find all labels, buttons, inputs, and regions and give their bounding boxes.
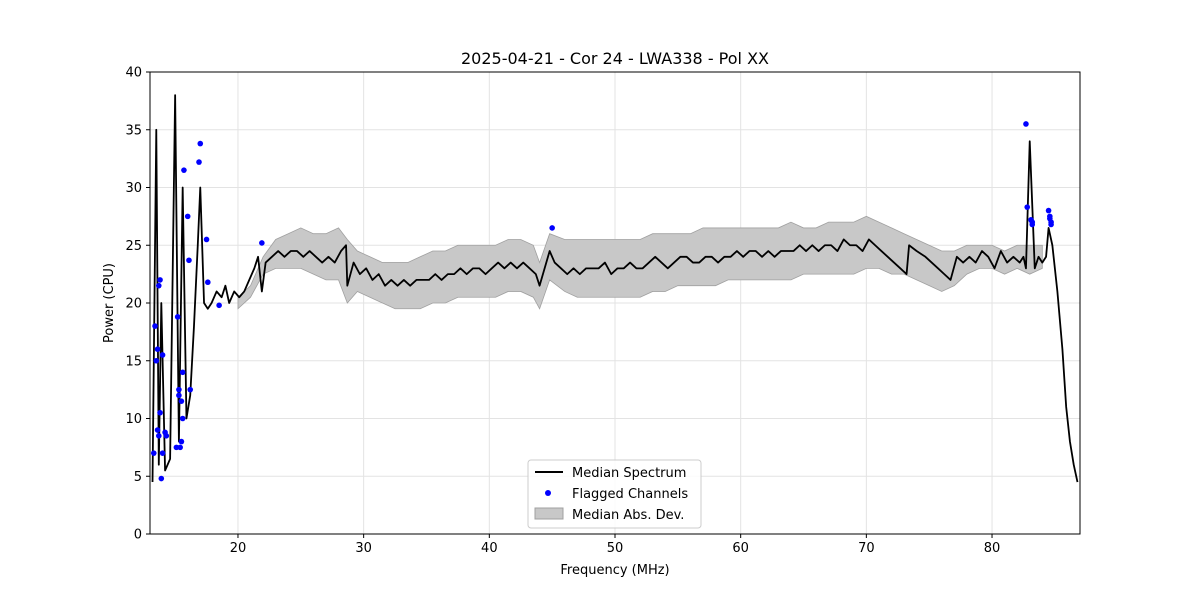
- flagged-channel-point: [176, 386, 182, 393]
- flagged-channel-point: [154, 346, 161, 353]
- flagged-channel-point: [176, 392, 182, 399]
- y-tick-label: 25: [125, 239, 142, 254]
- flagged-channel-point: [154, 427, 161, 433]
- flagged-channel-point: [1048, 221, 1054, 228]
- x-tick-label: 50: [607, 541, 624, 556]
- mad-band-area: [237, 215, 1043, 310]
- flagged-points: [150, 121, 1054, 482]
- x-tick-label: 30: [355, 541, 372, 556]
- legend-box: [527, 459, 702, 529]
- y-axis-label: Power (CPU): [102, 263, 117, 343]
- y-tick-label: 10: [125, 412, 142, 427]
- x-tick-label: 40: [481, 541, 498, 556]
- y-tick-label: 0: [134, 528, 142, 543]
- flagged-channel-point: [549, 225, 555, 231]
- flagged-channel-point: [184, 213, 191, 220]
- chart-title: 2025-04-21 - Cor 24 - LWA338 - Pol XX: [461, 49, 769, 68]
- x-axis-label: Frequency (MHz): [560, 563, 669, 578]
- median-spectrum-line: [151, 94, 1079, 483]
- flagged-channel-point: [159, 352, 166, 358]
- flagged-channel-point: [1023, 121, 1029, 127]
- y-tick-label: 5: [134, 470, 142, 485]
- legend-mad-swatch: [534, 507, 564, 520]
- legend-mad-label: Median Abs. Dev.: [572, 508, 684, 523]
- axis-ticks: 20 30 40 50 60 70 80 0 5 10 15 20 25 30 35 40: [125, 66, 1000, 557]
- median-line: [151, 94, 1079, 483]
- flagged-channel-point: [1045, 207, 1052, 214]
- y-tick-label: 15: [125, 354, 142, 369]
- legend-flagged-label: Flagged Channels: [572, 487, 688, 502]
- flagged-channel-point: [163, 433, 170, 439]
- flagged-channel-point: [181, 167, 187, 173]
- flagged-channel-point: [159, 450, 166, 456]
- flagged-channel-point: [158, 475, 165, 482]
- legend: Median Spectrum Flagged Channels Median …: [527, 459, 702, 529]
- x-tick-label: 80: [984, 541, 1001, 556]
- flagged-channel-point: [178, 398, 185, 404]
- x-tick-label: 70: [858, 541, 875, 556]
- flagged-channel-point: [216, 302, 222, 309]
- flagged-channel-point: [178, 438, 185, 445]
- x-tick-label: 20: [230, 541, 247, 556]
- flagged-channel-point: [174, 314, 181, 320]
- flagged-channel-point: [186, 257, 192, 264]
- flagged-channel-point: [157, 277, 163, 283]
- y-tick-label: 40: [125, 66, 142, 81]
- flagged-channel-point: [150, 450, 157, 456]
- flagged-channel-point: [197, 140, 204, 147]
- y-tick-label: 35: [125, 123, 142, 138]
- flagged-channel-point: [152, 323, 158, 329]
- flagged-channel-point: [179, 369, 186, 376]
- flagged-channel-point: [205, 279, 211, 286]
- flagged-channel-point: [187, 386, 194, 393]
- flagged-channel-point: [1024, 204, 1031, 210]
- flagged-channel-point: [196, 159, 202, 165]
- legend-flagged-swatch: [545, 490, 551, 496]
- flagged-channel-point: [179, 415, 186, 422]
- legend-median-label: Median Spectrum: [572, 466, 686, 481]
- flagged-channel-point: [1029, 221, 1036, 228]
- flagged-channel-point: [153, 357, 160, 364]
- flagged-channel-point: [155, 433, 162, 439]
- x-tick-label: 60: [732, 541, 749, 556]
- flagged-channel-point: [157, 409, 163, 416]
- flagged-channel-point: [177, 444, 183, 451]
- flagged-channel-point: [259, 240, 265, 246]
- mad-band: [237, 215, 1043, 310]
- y-tick-label: 30: [125, 181, 142, 196]
- flagged-channel-point: [203, 236, 210, 243]
- flagged-channel-point: [155, 282, 162, 289]
- y-tick-label: 20: [125, 297, 142, 312]
